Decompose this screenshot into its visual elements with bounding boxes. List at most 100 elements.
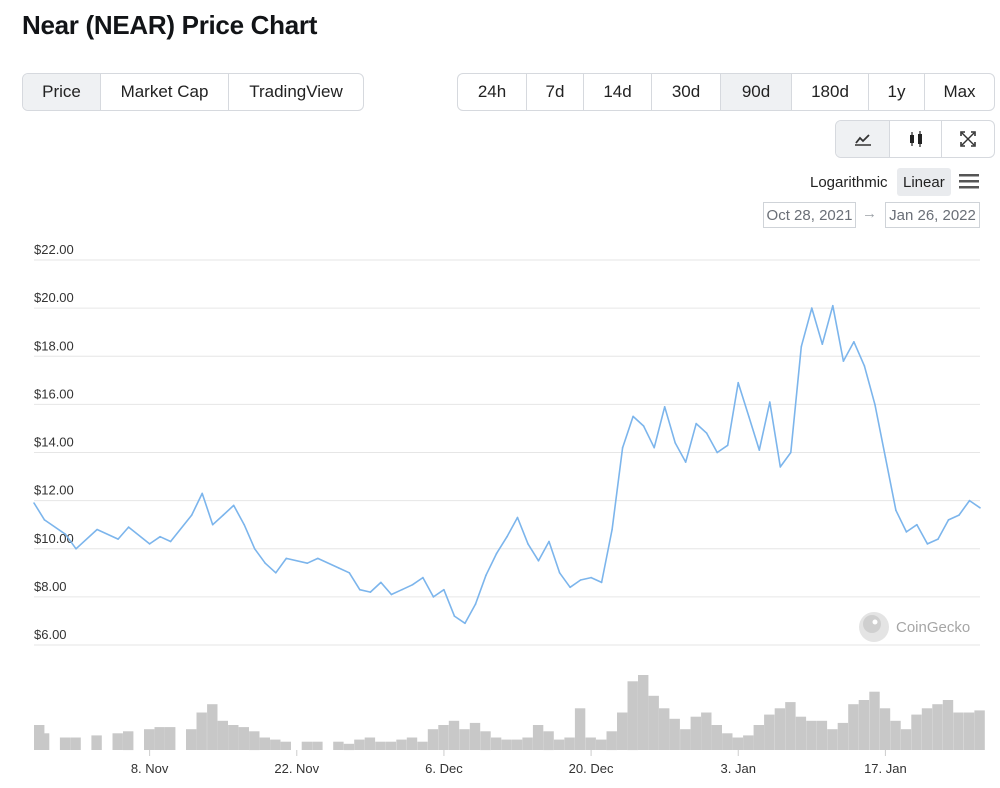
price-point [243, 523, 245, 526]
range-7d[interactable]: 7d [527, 74, 584, 110]
volume-bar [165, 727, 176, 750]
price-point [884, 456, 887, 459]
volume-bar [207, 704, 218, 750]
tab-price[interactable]: Price [23, 74, 101, 110]
line-chart-button[interactable] [836, 121, 890, 157]
arrow-right-icon: → [862, 205, 877, 222]
price-point [401, 588, 403, 591]
volume-bar [70, 737, 81, 750]
price-point [716, 451, 718, 454]
scale-linear[interactable]: Linear [897, 168, 951, 196]
price-point [842, 360, 845, 362]
volume-bar [396, 739, 407, 750]
volume-bar [963, 712, 975, 750]
price-point [863, 365, 866, 367]
volume-bar [186, 729, 197, 750]
volume-bar [690, 716, 701, 750]
expand-button[interactable] [942, 121, 994, 157]
y-tick-label: $22.00 [34, 242, 74, 257]
volume-bar [606, 731, 617, 751]
volume-bar [543, 731, 554, 751]
price-point [306, 562, 309, 564]
volume-bar [364, 737, 376, 750]
volume-bar [701, 712, 712, 750]
y-tick-label: $16.00 [34, 386, 74, 401]
date-to-field[interactable]: Jan 26, 2022 [885, 202, 980, 228]
price-point [222, 514, 224, 516]
price-point [769, 401, 771, 403]
page-title: Near (NEAR) Price Chart [22, 10, 318, 40]
price-point [790, 451, 792, 454]
range-30d[interactable]: 30d [652, 74, 721, 110]
volume-bar [932, 704, 943, 750]
date-from-field[interactable]: Oct 28, 2021 [763, 202, 856, 228]
volume-bar [270, 739, 281, 750]
view-tabs: Price Market Cap TradingView [22, 73, 364, 111]
y-tick-label: $8.00 [34, 579, 67, 594]
volume-bar [238, 727, 249, 750]
price-point [148, 543, 151, 545]
volume-bar [911, 714, 922, 750]
price-point [937, 538, 939, 540]
y-tick-label: $12.00 [34, 483, 74, 498]
volume-bar [280, 741, 291, 750]
volume-bar [406, 737, 418, 750]
volume-bar [59, 737, 71, 750]
price-point [569, 586, 571, 589]
price-point [485, 574, 487, 576]
volume-bar [596, 739, 607, 750]
volume-bar [900, 729, 912, 750]
range-max[interactable]: Max [943, 82, 976, 101]
range-90d[interactable]: 90d [721, 74, 792, 110]
price-point [695, 422, 697, 425]
y-tick-label: $6.00 [34, 627, 67, 642]
price-point [516, 516, 519, 519]
price-point [926, 543, 929, 545]
price-point [705, 432, 708, 434]
x-tick-label: 17. Jan [864, 761, 907, 776]
volume-bar [333, 741, 344, 750]
volume-bar [617, 712, 628, 750]
volume-bar [942, 700, 954, 750]
price-point [663, 406, 666, 408]
price-point [464, 622, 466, 625]
price-point [590, 576, 592, 579]
price-point [811, 307, 813, 309]
range-14d[interactable]: 14d [584, 74, 652, 110]
volume-bar [921, 708, 933, 750]
tab-market-cap[interactable]: Market Cap [101, 74, 229, 110]
range-24h[interactable]: 24h [458, 74, 527, 110]
volume-bar [354, 739, 365, 750]
price-point [64, 533, 67, 536]
range-180d[interactable]: 180d [792, 74, 869, 110]
volume-bar [217, 720, 228, 750]
price-point [537, 560, 540, 562]
line-chart-icon [854, 134, 871, 146]
price-point [211, 523, 214, 526]
y-tick-label: $14.00 [34, 435, 74, 450]
price-point [275, 572, 277, 574]
menu-icon[interactable] [958, 171, 980, 191]
volume-bar [123, 731, 134, 751]
volume-bar [38, 733, 50, 750]
volume-bar [154, 727, 165, 750]
volume-bar [469, 722, 481, 750]
price-point [75, 548, 77, 550]
price-point [411, 584, 414, 586]
volume-bar [879, 708, 891, 750]
volume-bar [869, 691, 880, 750]
volume-bar [417, 741, 428, 750]
price-point [779, 466, 782, 468]
volume-bar [91, 735, 102, 750]
expand-icon [960, 131, 976, 147]
tab-tradingview[interactable]: TradingView [249, 82, 343, 101]
volume-bar [228, 725, 239, 750]
y-tick-label: $18.00 [34, 338, 74, 353]
y-tick-label: $20.00 [34, 290, 74, 305]
scale-logarithmic[interactable]: Logarithmic [810, 173, 888, 191]
range-1y[interactable]: 1y [869, 74, 925, 110]
price-line [33, 304, 981, 625]
candlestick-button[interactable] [890, 121, 942, 157]
volume-bar [532, 725, 544, 750]
price-point [348, 572, 351, 574]
